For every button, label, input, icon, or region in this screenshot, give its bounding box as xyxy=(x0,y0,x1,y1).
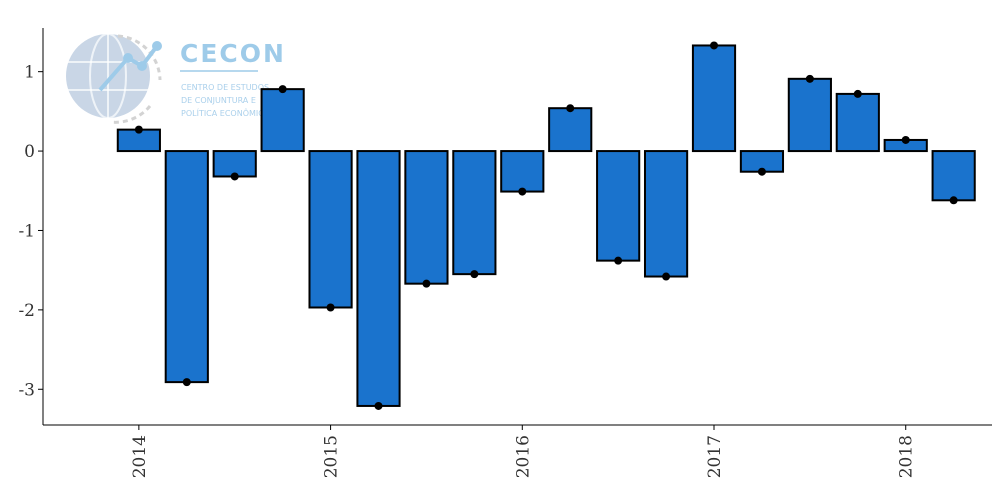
y-tick-label: -3 xyxy=(18,380,35,400)
bar xyxy=(548,107,593,153)
data-point xyxy=(422,279,431,288)
y-axis-ticks: 1 0 -1 -2 -3 xyxy=(18,63,43,400)
data-point xyxy=(662,272,671,281)
data-point xyxy=(710,41,719,50)
cecon-logo: CECON CENTRO DE ESTUDOS DE CONJUNTURA E … xyxy=(66,33,286,124)
logo-subtitle-line1: CENTRO DE ESTUDOS xyxy=(181,83,269,92)
x-tick-label: 2014 xyxy=(130,435,150,478)
y-tick-label: 0 xyxy=(24,142,35,162)
bar xyxy=(931,150,976,202)
data-point xyxy=(949,196,958,205)
bar xyxy=(260,88,305,153)
data-point xyxy=(757,167,766,176)
data-point xyxy=(230,172,239,181)
bar xyxy=(500,150,545,193)
logo-subtitle-line3: POLÍTICA ECONÔMICA xyxy=(181,107,270,118)
data-point xyxy=(614,256,623,265)
globe-icon xyxy=(66,33,162,124)
logo-subtitle-line2: DE CONJUNTURA E xyxy=(181,96,256,105)
y-tick-label: 1 xyxy=(24,63,35,83)
bar xyxy=(308,150,353,309)
x-tick-label: 2018 xyxy=(897,435,917,478)
x-axis-ticks: 2014 2015 2016 2017 2018 xyxy=(130,425,917,478)
data-point xyxy=(134,125,143,134)
data-point xyxy=(278,85,287,94)
bars-group xyxy=(116,44,976,407)
x-tick-label: 2015 xyxy=(322,435,342,478)
data-point xyxy=(374,401,383,410)
data-point xyxy=(470,270,479,279)
logo-title: CECON xyxy=(180,39,286,68)
bar xyxy=(643,150,689,278)
data-point xyxy=(805,74,814,83)
data-point xyxy=(566,104,575,113)
bar xyxy=(212,150,257,178)
points-group xyxy=(134,41,958,410)
x-tick-label: 2017 xyxy=(705,435,725,478)
bar xyxy=(691,44,737,153)
data-point xyxy=(326,303,335,312)
data-point xyxy=(518,187,527,196)
data-point xyxy=(182,378,191,387)
x-tick-label: 2016 xyxy=(513,435,533,478)
bar xyxy=(452,150,497,276)
data-point xyxy=(901,135,910,144)
bar xyxy=(787,77,832,153)
bar xyxy=(164,150,209,384)
bar xyxy=(356,150,401,407)
bar xyxy=(596,150,641,262)
y-tick-label: -2 xyxy=(18,301,35,321)
bar xyxy=(835,92,880,153)
y-tick-label: -1 xyxy=(18,221,35,241)
data-point xyxy=(853,89,862,98)
bar xyxy=(404,150,449,285)
